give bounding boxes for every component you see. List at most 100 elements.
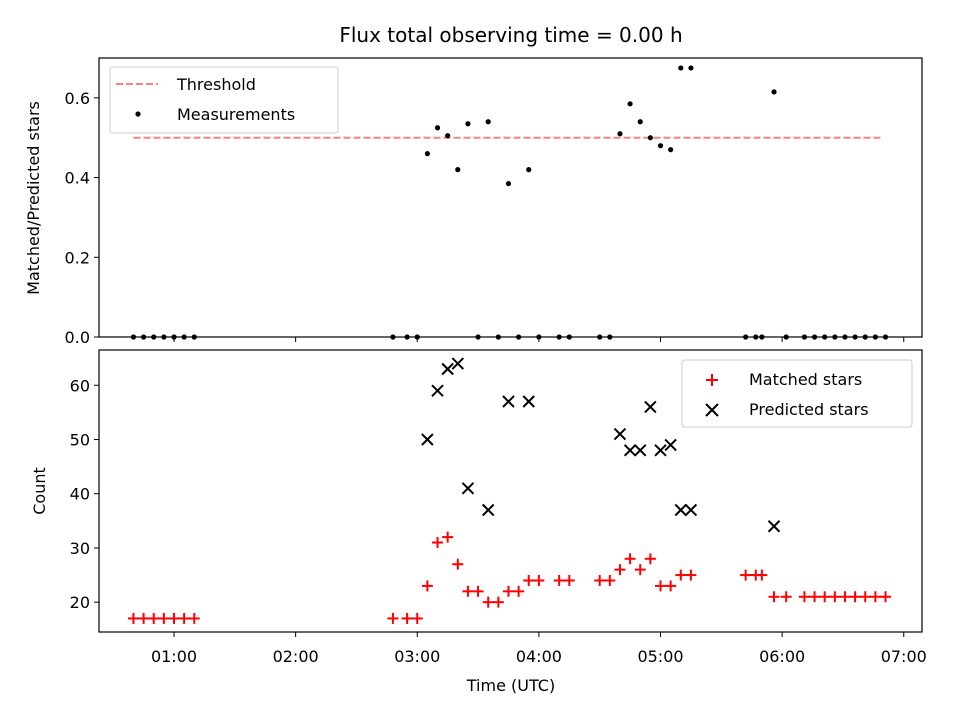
matched-star-point xyxy=(880,591,892,603)
legend-predicted-label: Predicted stars xyxy=(749,400,869,419)
matched-star-point xyxy=(594,574,606,586)
matched-star-point xyxy=(839,591,851,603)
x-stroke-b xyxy=(461,482,475,495)
matched-star-point xyxy=(452,558,464,570)
bottom-xtick-label: 06:00 xyxy=(759,647,805,666)
x-stroke-b xyxy=(767,520,781,533)
predicted-star-point xyxy=(634,444,647,457)
bottom-xtick-label: 07:00 xyxy=(881,647,927,666)
matched-star-point xyxy=(482,596,494,608)
matched-star-point xyxy=(849,591,861,603)
legend-predicted-swatch xyxy=(705,403,719,417)
top-legend-box xyxy=(109,66,339,134)
predicted-star-point xyxy=(767,520,781,533)
matched-star-point xyxy=(533,574,545,586)
predicted-star-point xyxy=(451,357,465,370)
matched-star-point xyxy=(168,612,180,624)
measurement-point xyxy=(637,119,643,125)
matched-star-point xyxy=(553,574,565,586)
bottom-legend-box xyxy=(681,359,913,428)
matched-star-point xyxy=(462,585,474,597)
matched-star-point xyxy=(502,585,514,597)
bottom-panel: 20 30 40 50 60 01:00 02:00 03:00 04:00 05:00 06:00… xyxy=(30,349,927,695)
legend-threshold-label: Threshold xyxy=(176,75,256,94)
measurement-point xyxy=(657,143,664,149)
matched-star-point xyxy=(138,612,150,624)
matched-star-point xyxy=(756,569,768,581)
legend-matched-swatch xyxy=(706,374,718,386)
matched-star-point xyxy=(614,564,626,576)
top-axis-ticks: 0.0 0.2 0.4 0.6 xyxy=(65,89,905,347)
x-stroke-b xyxy=(664,438,677,452)
top-legend: Threshold Measurements xyxy=(109,66,339,134)
x-stroke-b xyxy=(421,433,434,446)
x-stroke-b xyxy=(644,400,657,414)
predicted-star-point xyxy=(664,438,677,452)
matched-star-point xyxy=(442,531,454,543)
matched-star-point xyxy=(127,612,139,624)
top-axes-frame xyxy=(98,57,923,338)
legend-matched-label: Matched stars xyxy=(749,370,862,389)
top-panel: 0.0 0.2 0.4 0.6 Matched/Predicted stars Thr… xyxy=(24,57,923,347)
predicted-star-point xyxy=(502,395,515,408)
matched-star-point xyxy=(188,612,200,624)
predicted-star-point xyxy=(522,395,535,408)
matched-star-point xyxy=(740,569,752,581)
predicted-star-point xyxy=(461,482,475,495)
bottom-axes-frame xyxy=(98,349,923,633)
x-stroke-b xyxy=(431,384,444,397)
predicted-star-point xyxy=(674,503,687,517)
x-stroke-b xyxy=(502,395,515,408)
matched-star-point xyxy=(178,612,190,624)
bottom-plot-marks xyxy=(127,357,892,624)
x-stroke-b xyxy=(613,427,627,441)
x-stroke-b xyxy=(451,357,465,370)
matched-star-point xyxy=(432,537,444,549)
x-stroke-b xyxy=(674,503,687,517)
measurement-point xyxy=(455,167,461,173)
matched-star-point xyxy=(158,612,170,624)
bottom-xtick-label: 05:00 xyxy=(637,647,683,666)
matched-star-point xyxy=(624,553,636,565)
measurement-point xyxy=(627,101,633,107)
matched-star-point xyxy=(685,569,697,581)
bottom-ytick-label: 40 xyxy=(70,485,90,504)
x-stroke-b xyxy=(522,395,535,408)
bottom-ytick-label: 30 xyxy=(70,539,90,558)
measurement-point xyxy=(465,121,471,127)
top-ylabel: Matched/Predicted stars xyxy=(24,101,43,295)
matched-star-point xyxy=(859,591,871,603)
x-stroke-b xyxy=(654,444,667,457)
matched-star-point xyxy=(829,591,841,603)
matched-star-point xyxy=(798,591,810,603)
x-stroke-b xyxy=(684,503,698,517)
top-ytick-label: 0.2 xyxy=(65,248,90,267)
x-stroke-b xyxy=(481,503,495,517)
matched-star-point xyxy=(819,591,831,603)
x-stroke-b xyxy=(623,444,637,457)
measurement-point xyxy=(678,65,684,71)
measurement-point xyxy=(668,147,674,153)
matched-star-point xyxy=(523,574,535,586)
predicted-star-point xyxy=(623,444,637,457)
bottom-ylabel: Count xyxy=(30,467,49,515)
matched-star-point xyxy=(421,580,433,592)
bottom-xtick-label: 03:00 xyxy=(394,647,440,666)
bottom-xtick-label: 04:00 xyxy=(516,647,562,666)
matched-star-point xyxy=(604,574,616,586)
x-stroke-b xyxy=(441,362,454,376)
figure-title: Flux total observing time = 0.00 h xyxy=(339,23,682,47)
matched-star-point xyxy=(472,585,484,597)
bottom-ytick-label: 50 xyxy=(70,430,90,449)
predicted-star-point xyxy=(684,503,698,517)
predicted-star-point xyxy=(421,433,434,446)
matched-star-point xyxy=(634,564,646,576)
legend-measurements-label: Measurements xyxy=(177,105,295,124)
matched-star-point xyxy=(411,612,423,624)
bottom-xlabel: Time (UTC) xyxy=(466,676,555,695)
bottom-xtick-label: 01:00 xyxy=(151,647,197,666)
matched-star-point xyxy=(780,591,792,603)
measurement-point xyxy=(688,65,694,71)
bottom-ytick-label: 60 xyxy=(70,376,90,395)
